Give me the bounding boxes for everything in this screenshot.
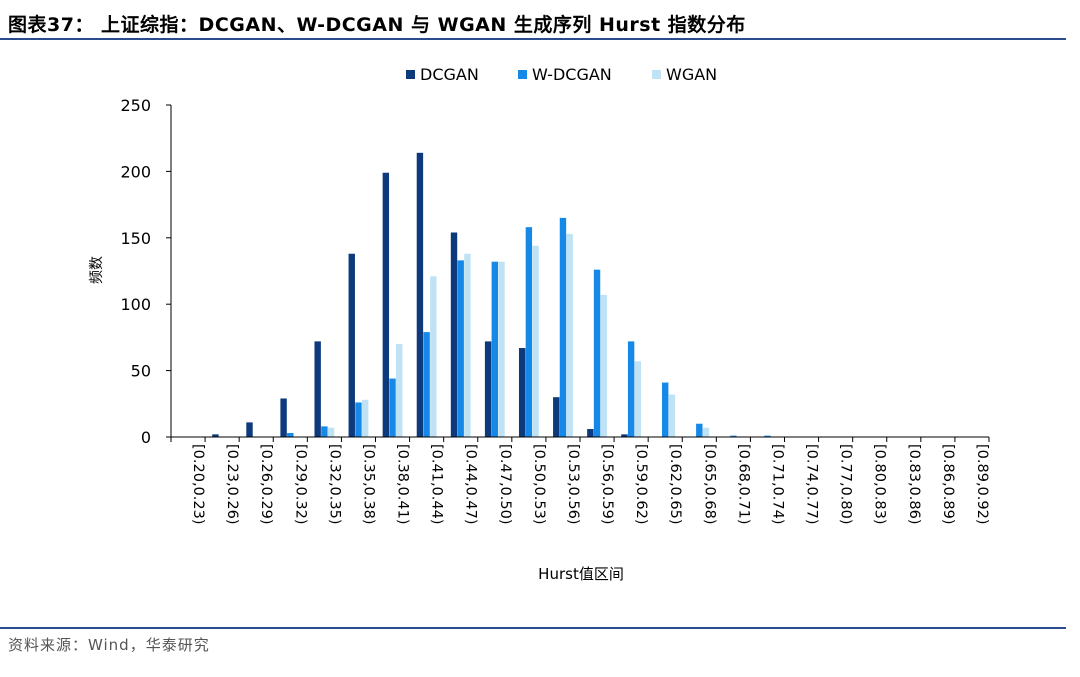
- y-tick-label: 50: [131, 362, 151, 381]
- bar: [627, 341, 635, 437]
- source-note: 资料来源：Wind，华泰研究: [8, 636, 210, 654]
- bar: [532, 245, 539, 437]
- bar: [280, 398, 287, 437]
- bar: [634, 361, 642, 437]
- x-tick-label: [0.59,0.62): [633, 444, 649, 525]
- x-tick-label: [0.23,0.26): [224, 444, 240, 525]
- bar: [730, 435, 737, 437]
- bar: [464, 253, 471, 437]
- y-tick-label: 150: [120, 229, 151, 248]
- bar: [621, 434, 628, 437]
- x-axis: [0.20,0.23) [0.23,0.26) [0.26,0.29) [0.29,0…: [170, 436, 990, 525]
- title-divider: [0, 38, 1066, 40]
- x-tick-label: [0.41,0.44): [429, 444, 445, 525]
- bar: [498, 261, 505, 437]
- y-axis: 0 50 100 150 200 250: [120, 96, 172, 447]
- y-tick-label: 100: [120, 295, 151, 314]
- bar: [702, 427, 710, 437]
- x-tick-label: [0.65,0.68): [701, 444, 717, 525]
- bar: [430, 276, 437, 437]
- bar: [389, 378, 396, 437]
- legend-label: DCGAN: [420, 65, 479, 84]
- x-tick-label: [0.32,0.35): [326, 444, 342, 525]
- x-axis-label: Hurst值区间: [538, 565, 624, 583]
- x-tick-label: [0.56,0.59): [599, 444, 615, 525]
- x-tick-label: [0.77,0.80): [838, 444, 854, 525]
- bar: [246, 422, 253, 437]
- x-tick-label: [0.89,0.92): [974, 444, 990, 525]
- legend-label: WGAN: [666, 65, 717, 84]
- bar: [566, 233, 573, 437]
- hurst-histogram-chart: DCGAN W-DCGAN WGAN 0 50 100 150 200 250 [0.20,0…: [89, 65, 990, 583]
- legend-swatch: [518, 70, 527, 79]
- x-tick-label: [0.62,0.65): [667, 444, 683, 525]
- x-tick-label: [0.20,0.23): [190, 444, 206, 525]
- y-tick-label: 0: [141, 428, 151, 447]
- bar: [553, 397, 560, 437]
- x-tick-label: [0.80,0.83): [872, 444, 888, 525]
- y-tick-label: 200: [120, 162, 151, 181]
- series-dcgan: [212, 152, 628, 438]
- chart-legend: DCGAN W-DCGAN WGAN: [406, 65, 717, 84]
- bar: [355, 402, 362, 437]
- x-tick-label: [0.47,0.50): [497, 444, 513, 525]
- series-w-dcgan: [287, 217, 771, 437]
- bar: [423, 332, 430, 437]
- bar-series: [212, 152, 771, 438]
- x-tick-label: [0.26,0.29): [258, 444, 274, 525]
- x-tick-label: [0.53,0.56): [565, 444, 581, 525]
- bar: [491, 261, 498, 437]
- bar: [382, 172, 390, 437]
- x-tick-label: [0.83,0.86): [906, 444, 922, 525]
- bar: [396, 344, 403, 437]
- bar: [587, 429, 594, 437]
- x-tick-label: [0.35,0.38): [360, 444, 376, 525]
- source-divider: [0, 627, 1066, 629]
- bar: [484, 341, 492, 437]
- bar: [450, 232, 458, 437]
- x-tick-label: [0.71,0.74): [769, 444, 785, 525]
- bar: [593, 269, 601, 437]
- bar: [600, 294, 607, 437]
- bar: [662, 382, 669, 437]
- figure-title: 图表37： 上证综指：DCGAN、W-DCGAN 与 WGAN 生成序列 Hur…: [8, 14, 746, 36]
- bar: [212, 434, 219, 437]
- bar: [361, 399, 369, 437]
- x-tick-label: [0.44,0.47): [463, 444, 479, 525]
- y-axis-label: 频数: [89, 256, 105, 284]
- x-tick-label: [0.68,0.71): [735, 444, 751, 525]
- bar: [314, 341, 321, 437]
- legend-label: W-DCGAN: [532, 65, 612, 84]
- bar: [668, 394, 676, 437]
- x-tick-label: [0.74,0.77): [804, 444, 820, 525]
- x-tick-label: [0.86,0.89): [940, 444, 956, 525]
- x-tick-label: [0.29,0.32): [292, 444, 308, 525]
- series-wgan: [327, 233, 710, 437]
- bar: [457, 260, 464, 437]
- legend-swatch: [406, 70, 415, 79]
- bar: [559, 217, 567, 437]
- x-tick-label: [0.50,0.53): [531, 444, 547, 525]
- bar: [416, 152, 424, 438]
- x-tick-label: [0.38,0.41): [395, 444, 411, 525]
- bar: [321, 426, 328, 437]
- legend-swatch: [652, 70, 661, 79]
- bar: [287, 433, 294, 437]
- bar: [525, 227, 533, 437]
- y-tick-label: 250: [120, 96, 151, 115]
- bar: [764, 435, 771, 437]
- bar: [348, 253, 355, 437]
- bar: [327, 427, 335, 437]
- bar: [696, 423, 703, 437]
- bar: [518, 348, 526, 437]
